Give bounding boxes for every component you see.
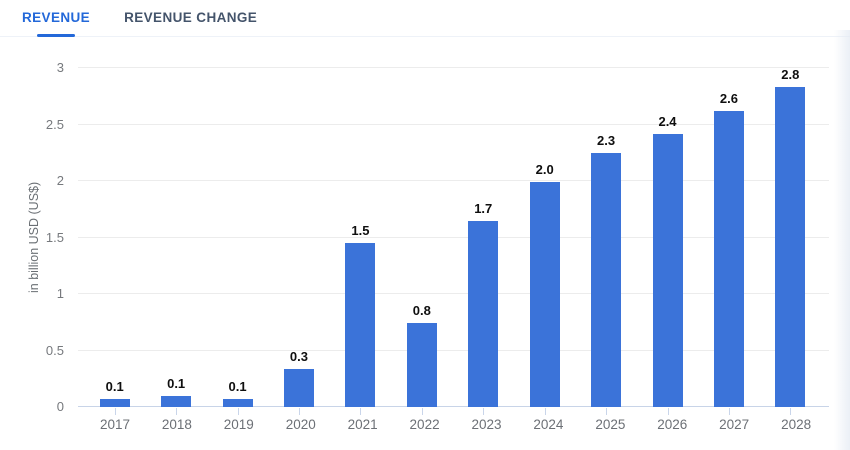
y-axis-tick-label: 2 — [56, 173, 64, 188]
x-axis-line — [78, 406, 829, 407]
bar-value-label: 1.5 — [351, 223, 370, 239]
bar-2023[interactable] — [468, 220, 499, 407]
x-axis-label: 2019 — [223, 417, 254, 432]
bar-2025[interactable] — [591, 152, 622, 407]
x-axis-label: 2024 — [533, 417, 564, 432]
bar-2019[interactable] — [222, 399, 253, 407]
right-edge-fade — [834, 30, 850, 450]
bar-slot-2023: 1.7 — [453, 68, 514, 415]
bar-value-label: 2.3 — [597, 132, 616, 148]
x-axis-tick — [606, 408, 608, 415]
bar-slot-2027: 2.6 — [698, 68, 759, 415]
bar-2017[interactable] — [99, 399, 130, 407]
gridline — [78, 67, 829, 68]
x-axis-tick — [728, 408, 730, 415]
bar-2027[interactable] — [713, 110, 744, 407]
y-axis-tick-label: 2.5 — [45, 116, 64, 132]
x-axis-tick — [114, 408, 116, 415]
bar-slot-2028: 2.8 — [760, 67, 821, 415]
x-axis-tick — [421, 408, 423, 415]
bar-value-label: 2.0 — [535, 162, 554, 178]
bar-slot-2025: 2.3 — [575, 68, 636, 415]
x-axis-label: 2027 — [719, 417, 750, 432]
bar-slot-2021: 1.5 — [330, 68, 391, 415]
bar-value-label: 0.1 — [228, 379, 247, 395]
bar-slot-2026: 2.4 — [637, 68, 698, 415]
bars-row: 0.1 0.1 0.1 0.3 1.5 0.8 1.7 2.0 2.3 2.4 2.6 2.8 — [84, 67, 821, 415]
x-axis-label: 2017 — [99, 417, 130, 432]
tab-revenue-change[interactable]: REVENUE CHANGE — [124, 10, 258, 25]
bar-2024[interactable] — [529, 182, 560, 407]
x-axis: 2017 2018 2019 2020 2021 2022 2023 2024 2025 2026… — [84, 417, 827, 435]
bar-slot-2022: 0.8 — [391, 68, 452, 415]
x-axis-tick — [483, 408, 485, 415]
x-axis-label: 2018 — [161, 417, 192, 432]
tab-bar: REVENUE REVENUE CHANGE — [0, 0, 850, 37]
gridline — [78, 180, 829, 181]
x-axis-tick — [176, 408, 178, 415]
bar-value-label: 0.8 — [412, 303, 431, 319]
x-axis-tick — [790, 408, 792, 415]
x-axis-label: 2022 — [409, 417, 440, 432]
bar-2018[interactable] — [161, 395, 192, 407]
bar-slot-2017: 0.1 — [84, 68, 145, 415]
bar-2021[interactable] — [345, 243, 376, 407]
x-axis-tick — [544, 408, 546, 415]
x-axis-tick — [667, 408, 669, 415]
gridline — [78, 123, 829, 125]
x-axis-tick — [298, 408, 300, 415]
bar-2020[interactable] — [283, 368, 314, 407]
gridline — [78, 293, 829, 294]
y-axis-tick-label: 3 — [56, 60, 64, 75]
y-axis-tick-label: 1.5 — [45, 229, 64, 245]
bar-value-label: 2.4 — [658, 113, 677, 129]
x-axis-label: 2021 — [347, 417, 378, 432]
bar-slot-2018: 0.1 — [145, 68, 206, 415]
tab-revenue[interactable]: REVENUE — [22, 10, 90, 36]
x-axis-label: 2020 — [285, 417, 316, 432]
y-axis: 0 0.5 1 1.5 2 2.5 3 — [0, 60, 64, 414]
x-axis-label: 2025 — [595, 417, 626, 432]
y-axis-tick-label: 0 — [56, 399, 64, 414]
gridline — [78, 236, 829, 238]
bar-slot-2024: 2.0 — [514, 68, 575, 415]
bar-2022[interactable] — [406, 323, 437, 407]
bar-value-label: 2.6 — [719, 90, 738, 106]
bar-slot-2020: 0.3 — [268, 68, 329, 415]
x-axis-tick — [360, 408, 362, 415]
x-axis-label: 2023 — [471, 417, 502, 432]
bar-value-label: 1.7 — [474, 200, 493, 216]
x-axis-label: 2026 — [657, 417, 688, 432]
y-axis-tick-label: 1 — [56, 286, 64, 301]
bar-2028[interactable] — [775, 87, 806, 407]
x-axis-tick — [237, 408, 239, 415]
bar-value-label: 0.1 — [167, 375, 186, 391]
gridline — [78, 349, 829, 351]
y-axis-tick-label: 0.5 — [45, 342, 64, 358]
plot-area: 0.1 0.1 0.1 0.3 1.5 0.8 1.7 2.0 2.3 2.4 2.6 2.8 — [78, 67, 829, 415]
bar-value-label: 0.3 — [289, 348, 309, 364]
bar-value-label: 2.8 — [781, 67, 800, 83]
bar-slot-2019: 0.1 — [207, 68, 268, 415]
bar-value-label: 0.1 — [105, 379, 124, 395]
bar-2026[interactable] — [652, 133, 683, 407]
x-axis-label: 2028 — [781, 417, 812, 432]
